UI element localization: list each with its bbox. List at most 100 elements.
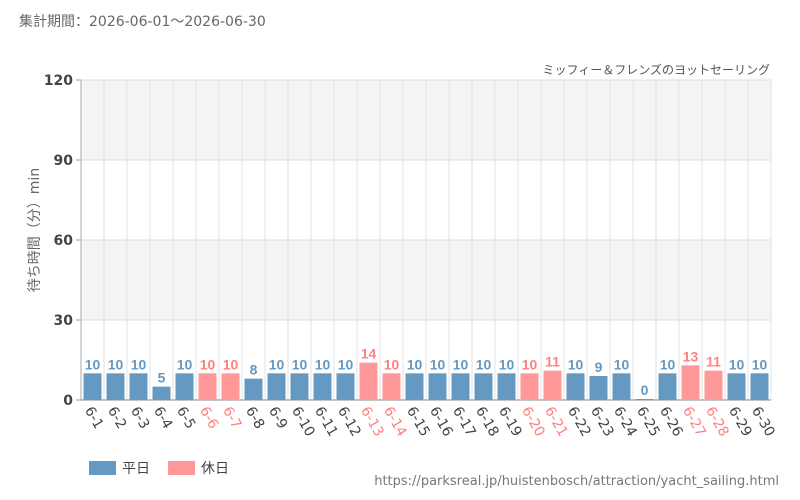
x-tick-label: 6-8	[242, 404, 267, 432]
x-tick-label: 6-15	[403, 404, 433, 440]
bar-value-label: 10	[200, 356, 216, 372]
bar	[658, 373, 677, 400]
bar-value-label: 10	[131, 356, 147, 372]
bar-value-label: 10	[338, 356, 354, 372]
bar	[750, 373, 769, 400]
bar-value-label: 11	[706, 354, 721, 370]
bar-value-label: 10	[522, 356, 538, 372]
bar	[221, 373, 240, 400]
x-tick-label: 6-14	[380, 404, 410, 440]
x-tick-label: 6-22	[564, 404, 594, 440]
bar	[267, 373, 286, 400]
bar	[474, 373, 493, 400]
x-tick-label: 6-6	[196, 404, 221, 432]
x-tick-label: 6-20	[518, 404, 548, 440]
bar-value-label: 10	[384, 356, 400, 372]
bar	[543, 370, 562, 400]
x-tick-label: 6-28	[702, 404, 732, 440]
bar-value-label: 5	[158, 370, 166, 386]
x-tick-label: 6-11	[311, 404, 341, 440]
bar-value-label: 0	[641, 382, 649, 398]
bar-value-label: 10	[407, 356, 423, 372]
x-tick-label: 6-17	[449, 404, 479, 440]
bar-value-label: 10	[292, 356, 308, 372]
x-tick-label: 6-23	[587, 404, 617, 440]
x-tick-label: 6-10	[288, 404, 318, 440]
x-tick-label: 6-25	[633, 404, 663, 440]
bar	[83, 373, 102, 400]
bar-value-label: 10	[85, 356, 101, 372]
legend: 平日 休日	[89, 458, 247, 478]
x-tick-label: 6-5	[173, 404, 198, 432]
bar	[612, 373, 631, 400]
bar	[727, 373, 746, 400]
bar-value-label: 11	[545, 354, 560, 370]
legend-item-holiday: 休日	[168, 458, 229, 478]
bar-value-label: 10	[269, 356, 285, 372]
x-tick-label: 6-29	[725, 404, 755, 440]
bar	[382, 373, 401, 400]
x-tick-label: 6-3	[127, 404, 152, 432]
bar	[405, 373, 424, 400]
bar	[244, 378, 263, 400]
legend-label-weekday: 平日	[122, 461, 150, 477]
y-tick-label: 30	[54, 313, 74, 329]
bar-value-label: 10	[729, 356, 745, 372]
bar	[635, 399, 654, 400]
bar-value-label: 14	[361, 346, 377, 362]
bar	[129, 373, 148, 400]
bar	[497, 373, 516, 400]
source-url: https://parksreal.jp/huistenbosch/attrac…	[374, 474, 779, 489]
bar	[451, 373, 470, 400]
x-tick-label: 6-21	[541, 404, 571, 440]
bar	[313, 373, 332, 400]
x-tick-label: 6-27	[679, 404, 709, 440]
bar-value-label: 10	[430, 356, 446, 372]
x-tick-label: 6-13	[357, 404, 387, 440]
bar-value-label: 10	[453, 356, 469, 372]
bar-value-label: 10	[752, 356, 768, 372]
x-tick-label: 6-9	[265, 404, 290, 432]
x-tick-label: 6-12	[334, 404, 364, 440]
bar	[704, 370, 723, 400]
bar-value-label: 10	[568, 356, 584, 372]
x-tick-label: 6-7	[219, 404, 244, 432]
x-tick-label: 6-1	[81, 404, 106, 432]
bar-value-label: 10	[614, 356, 630, 372]
bar	[589, 376, 608, 400]
legend-swatch-weekday	[89, 461, 116, 475]
x-tick-label: 6-16	[426, 404, 456, 440]
legend-item-weekday: 平日	[89, 458, 150, 478]
bar	[290, 373, 309, 400]
bar-value-label: 8	[250, 362, 258, 378]
chart-title: ミッフィー＆フレンズのヨットセーリング	[542, 63, 770, 77]
y-tick-label: 90	[54, 153, 74, 169]
bar	[566, 373, 585, 400]
bar-value-label: 10	[177, 356, 193, 372]
bar-value-label: 10	[223, 356, 239, 372]
bar	[336, 373, 355, 400]
x-tick-label: 6-24	[610, 404, 640, 440]
y-tick-label: 60	[54, 233, 74, 249]
y-tick-label: 0	[63, 393, 73, 409]
bar-value-label: 10	[315, 356, 331, 372]
bar-value-label: 10	[660, 356, 676, 372]
bar	[175, 373, 194, 400]
x-tick-label: 6-4	[150, 404, 175, 432]
y-tick-label: 120	[44, 73, 73, 89]
x-tick-label: 6-26	[656, 404, 686, 440]
x-tick-label: 6-2	[104, 404, 129, 432]
bar-value-label: 13	[683, 348, 699, 364]
legend-swatch-holiday	[168, 461, 195, 475]
bar	[106, 373, 125, 400]
period-label: 集計期間：2026-06-01～2026-06-30	[19, 14, 266, 30]
bar-value-label: 10	[108, 356, 124, 372]
bar-value-label: 10	[499, 356, 515, 372]
bar-value-label: 9	[595, 359, 603, 375]
bar	[198, 373, 217, 400]
x-tick-label: 6-18	[472, 404, 502, 440]
legend-label-holiday: 休日	[201, 461, 229, 477]
x-tick-label: 6-30	[748, 404, 778, 440]
bar	[520, 373, 539, 400]
